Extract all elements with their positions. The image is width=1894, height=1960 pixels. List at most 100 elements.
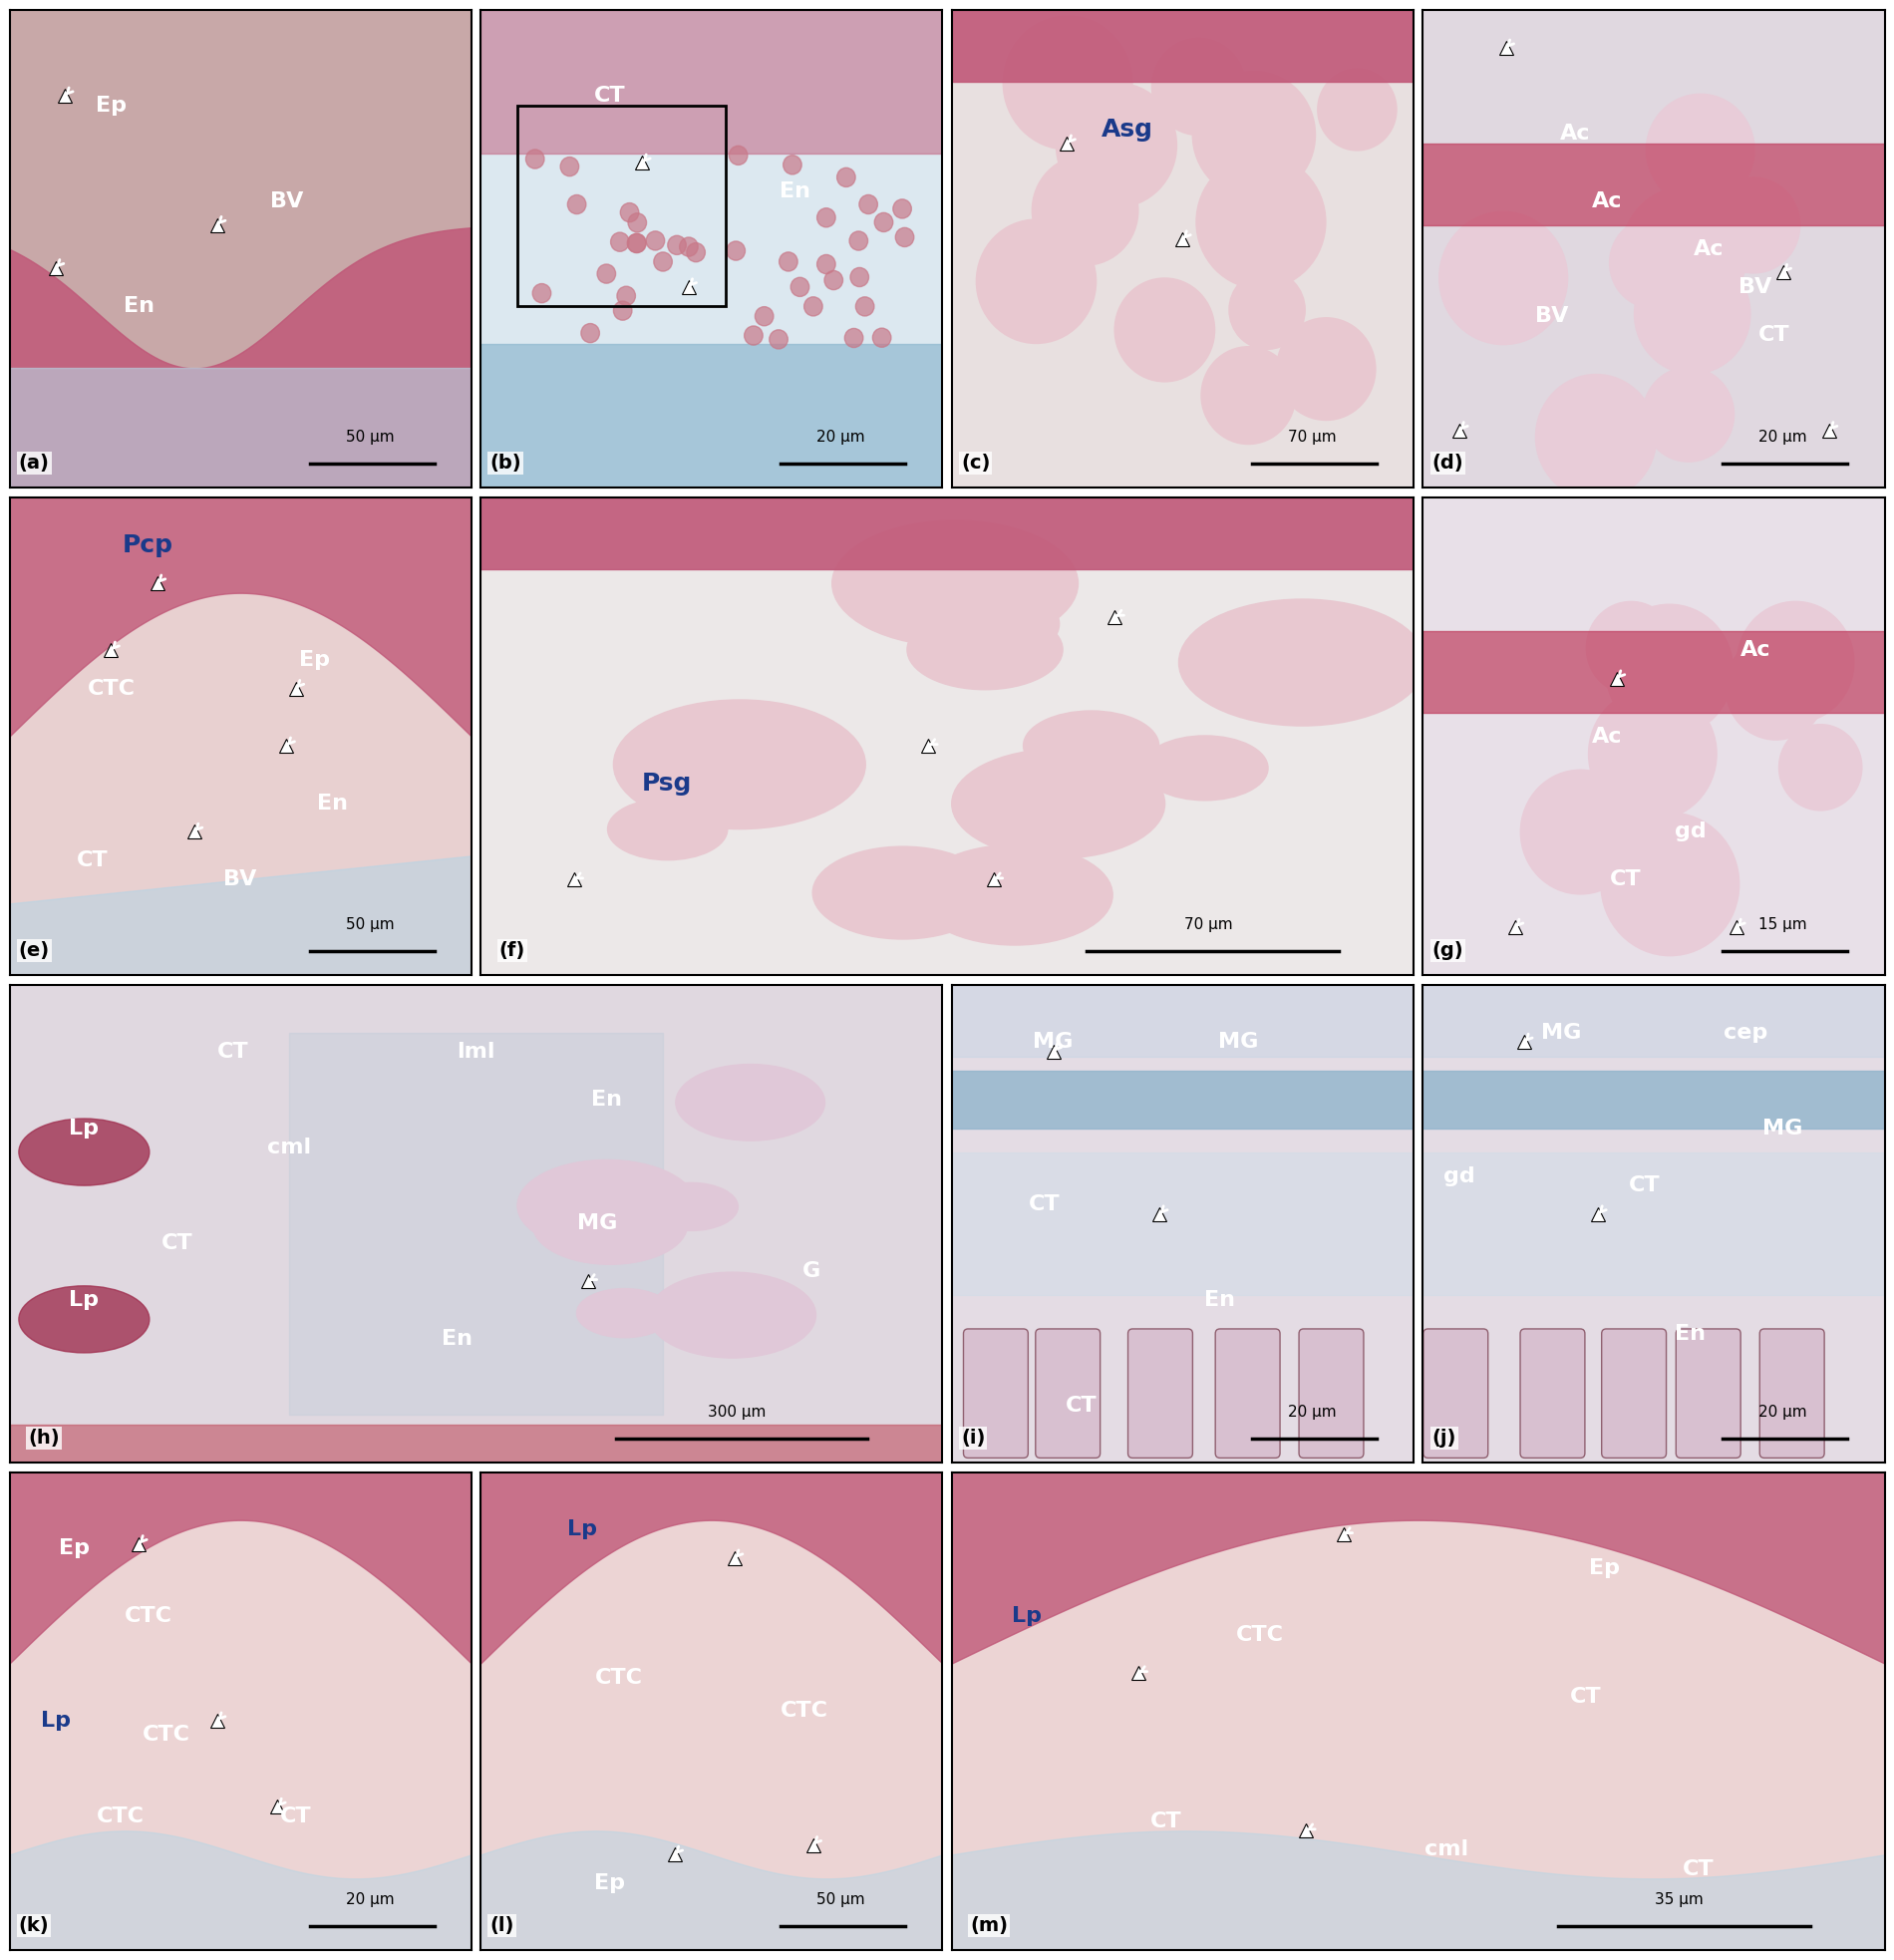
Circle shape [769,329,788,349]
Text: CTC: CTC [97,1807,144,1827]
Circle shape [860,194,877,214]
Circle shape [676,1064,826,1141]
Circle shape [1536,374,1657,500]
Circle shape [621,204,638,221]
FancyBboxPatch shape [1424,1329,1489,1458]
Text: En: En [441,1329,474,1348]
Circle shape [816,208,835,227]
Text: Pcp: Pcp [123,533,174,557]
Circle shape [1178,600,1426,725]
Circle shape [1142,735,1267,800]
Circle shape [784,155,801,174]
Text: Asg: Asg [1100,118,1153,141]
Circle shape [1725,635,1826,739]
FancyBboxPatch shape [1299,1329,1364,1458]
Text: Ep: Ep [299,651,330,670]
Circle shape [688,243,705,263]
FancyBboxPatch shape [1602,1329,1667,1458]
Circle shape [1439,212,1568,345]
Text: BV: BV [1536,306,1568,325]
FancyBboxPatch shape [1216,1329,1280,1458]
Text: 50 μm: 50 μm [345,917,394,933]
Circle shape [813,847,992,939]
Text: CT: CT [78,851,108,870]
Text: (i): (i) [960,1429,985,1448]
Circle shape [627,233,646,253]
Text: En: En [318,794,348,813]
Text: gd: gd [1674,821,1706,841]
Circle shape [845,329,864,347]
Text: CT: CT [1064,1396,1097,1415]
Text: cml: cml [1424,1840,1468,1860]
Text: 35 μm: 35 μm [1655,1891,1703,1907]
Circle shape [617,286,636,306]
Text: 20 μm: 20 μm [816,429,866,445]
Text: Ac: Ac [1561,123,1591,143]
Text: Psg: Psg [642,772,691,796]
Circle shape [1318,69,1396,151]
Text: BV: BV [223,870,258,890]
Text: Ep: Ep [95,96,127,116]
Circle shape [756,306,773,325]
Circle shape [953,749,1165,858]
Text: (b): (b) [491,453,521,472]
Circle shape [1004,16,1133,149]
Circle shape [1023,711,1159,780]
Circle shape [527,149,544,169]
Text: CT: CT [218,1041,250,1062]
Text: (j): (j) [1432,1429,1456,1448]
Circle shape [850,269,869,286]
Circle shape [517,1160,697,1252]
Text: En: En [778,182,811,202]
Circle shape [576,1288,672,1339]
Text: 50 μm: 50 μm [345,429,394,445]
Text: (h): (h) [28,1429,59,1448]
Circle shape [837,169,856,186]
Text: BV: BV [271,190,303,212]
Text: MG: MG [578,1213,617,1233]
Text: CTC: CTC [125,1605,172,1625]
Text: Ep: Ep [1589,1558,1619,1578]
Circle shape [644,1182,739,1231]
Circle shape [729,145,748,165]
Circle shape [1589,688,1716,821]
Text: (l): (l) [491,1917,513,1935]
Text: G: G [803,1262,820,1282]
Text: cml: cml [267,1137,311,1156]
Text: MG: MG [1032,1033,1074,1053]
Circle shape [1610,218,1697,308]
Circle shape [790,278,809,296]
Circle shape [680,237,699,257]
Circle shape [1277,318,1375,419]
Text: 20 μm: 20 μm [1288,1405,1335,1419]
Circle shape [1737,602,1854,723]
Text: (e): (e) [19,941,49,960]
Text: En: En [591,1090,621,1109]
Circle shape [896,227,915,247]
Text: CTC: CTC [595,1668,644,1688]
Text: BV: BV [1739,276,1773,298]
Circle shape [1116,278,1214,382]
Circle shape [1621,186,1748,318]
FancyBboxPatch shape [1760,1329,1824,1458]
Circle shape [629,214,646,231]
Text: CT: CT [1570,1688,1602,1707]
Text: cep: cep [1724,1023,1767,1043]
Circle shape [669,235,686,255]
Text: (f): (f) [500,941,525,960]
Circle shape [1229,270,1305,349]
Circle shape [1642,367,1735,463]
Text: CT: CT [1758,325,1790,345]
Circle shape [532,1186,688,1264]
Text: 20 μm: 20 μm [1760,429,1807,445]
Text: En: En [1674,1323,1706,1345]
Text: (m): (m) [970,1917,1008,1935]
Text: Lp: Lp [566,1519,597,1541]
Circle shape [1587,602,1676,694]
Text: Ac: Ac [1593,727,1623,747]
Circle shape [1635,255,1750,374]
Text: En: En [1205,1290,1235,1309]
Text: CTC: CTC [1235,1625,1284,1644]
Text: Ac: Ac [1693,239,1724,259]
FancyBboxPatch shape [1521,1329,1585,1458]
